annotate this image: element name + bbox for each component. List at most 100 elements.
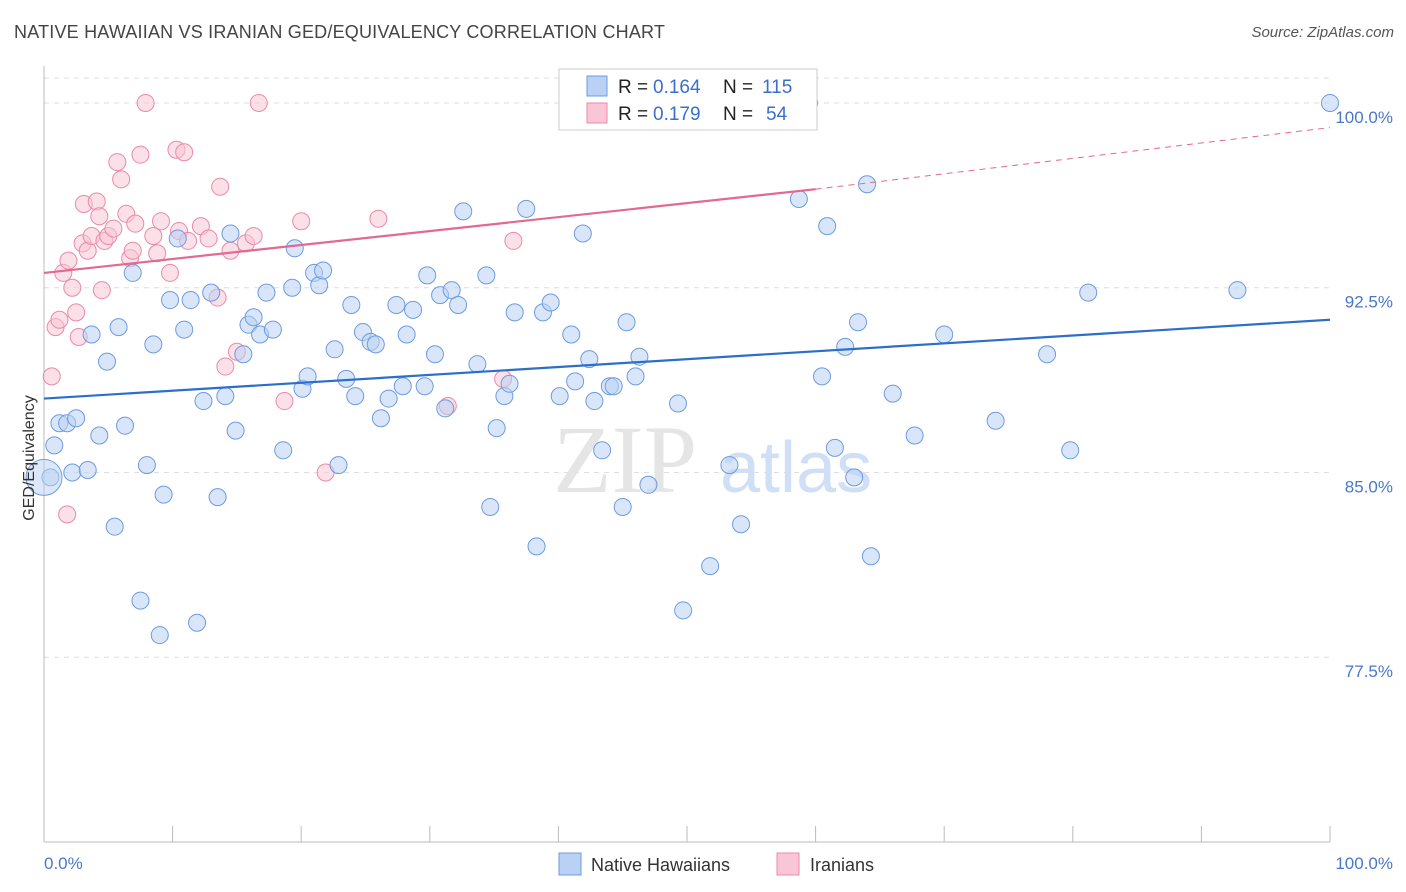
native-hawaiian-point <box>325 340 344 359</box>
native-hawaiian-point <box>202 283 221 302</box>
native-hawaiian-point <box>371 409 390 428</box>
legend-box: R = 0.164 N = 115 R = 0.179 N = 54 <box>558 68 818 131</box>
native-hawaiian-point <box>818 217 837 236</box>
iranian-point <box>199 229 218 248</box>
native-hawaiian-point <box>404 300 423 319</box>
native-hawaiian-point <box>144 335 163 354</box>
native-hawaiian-point <box>208 488 227 507</box>
iranian-point <box>144 226 163 245</box>
native-hawaiian-point <box>67 409 86 428</box>
native-hawaiian-point <box>858 175 877 194</box>
iranian-point <box>369 209 388 228</box>
iranian-point <box>504 231 523 250</box>
native-hawaiian-point <box>314 261 333 280</box>
native-hawaiian-point <box>131 591 150 610</box>
native-hawaiian-point <box>263 320 282 339</box>
native-hawaiian-point <box>366 335 385 354</box>
native-hawaiian-point <box>639 475 658 494</box>
x-tick-label-min: 0.0% <box>44 854 83 873</box>
bottom-legend-swatch-pink <box>776 852 800 876</box>
native-hawaiian-point <box>541 293 560 312</box>
native-hawaiian-point <box>825 438 844 457</box>
native-hawaiian-point <box>418 266 437 285</box>
native-hawaiian-point <box>137 456 156 475</box>
watermark-zip: ZIP <box>553 406 697 513</box>
source-label: Source: ZipAtlas.com <box>1251 24 1394 41</box>
native-hawaiian-point <box>244 308 263 327</box>
native-hawaiian-point <box>415 377 434 396</box>
native-hawaiian-point <box>116 416 135 435</box>
legend-n-value-1: 115 <box>762 77 792 98</box>
bottom-legend-native-hawaiians: Native Hawaiians <box>591 855 730 875</box>
iranian-point <box>87 192 106 211</box>
native-hawaiian-point <box>154 485 173 504</box>
iranian-point <box>59 251 78 270</box>
iranian-point <box>63 278 82 297</box>
native-hawaiian-point <box>63 463 82 482</box>
native-hawaiian-point <box>342 295 361 314</box>
native-hawaiian-point <box>397 325 416 344</box>
legend-n-value-2: 54 <box>766 104 788 125</box>
native-hawaiian-point <box>861 547 880 566</box>
native-hawaiian-point <box>550 387 569 406</box>
y-tick-label: 100.0% <box>1335 108 1393 127</box>
native-hawaiian-point <box>221 224 240 243</box>
iranian-point <box>161 263 180 282</box>
y-tick-label: 92.5% <box>1345 293 1393 312</box>
native-hawaiian-point <box>720 456 739 475</box>
watermark-atlas: atlas <box>720 428 872 508</box>
native-hawaiian-point <box>668 394 687 413</box>
native-hawaiian-point <box>845 468 864 487</box>
native-hawaiian-point <box>274 441 293 460</box>
native-hawaiian-point <box>789 190 808 209</box>
axes: 77.5% 85.0% 92.5% 100.0% 0.0% 100.0% <box>43 66 1393 873</box>
native-hawaiian-point <box>283 278 302 297</box>
iranian-point <box>58 505 77 524</box>
native-hawaiian-point <box>90 426 109 445</box>
legend-n-label-1: N = <box>723 77 753 98</box>
legend-swatch-pink <box>586 102 608 124</box>
native-hawaiian-point <box>500 374 519 393</box>
native-hawaiian-point <box>585 392 604 411</box>
native-hawaiian-point <box>109 318 128 337</box>
iranian-point <box>221 241 240 260</box>
native-hawaiian-point <box>161 291 180 310</box>
native-hawaiian-point <box>674 601 693 620</box>
native-hawaiian-point <box>487 419 506 438</box>
iranian-point <box>42 367 61 386</box>
native-hawaiian-point <box>566 372 585 391</box>
native-hawaiian-point <box>454 202 473 221</box>
native-hawaiian-point <box>436 399 455 418</box>
bottom-legend-iranians: Iranians <box>810 855 874 875</box>
y-axis-label: GED/Equivalency <box>21 395 38 520</box>
native-hawaiian-point <box>310 276 329 295</box>
native-hawaiian-point <box>617 313 636 332</box>
watermark: ZIP atlas <box>553 406 872 513</box>
native-hawaiian-point <box>425 345 444 364</box>
iranian-point <box>78 241 97 260</box>
chart-title: NATIVE HAWAIIAN VS IRANIAN GED/EQUIVALEN… <box>14 22 666 42</box>
iranian-point <box>131 145 150 164</box>
native-hawaiian-point <box>226 421 245 440</box>
native-hawaiian-point <box>298 367 317 386</box>
native-hawaiian-point <box>883 384 902 403</box>
native-hawaiian-point <box>626 367 645 386</box>
native-hawaiian-point <box>150 626 169 645</box>
iranian-point <box>211 177 230 196</box>
bottom-legend: Native Hawaiians Iranians <box>558 852 874 876</box>
iranian-point <box>292 212 311 231</box>
native-hawaiian-point <box>836 337 855 356</box>
native-hawaiian-point <box>468 355 487 374</box>
iranian-point <box>50 310 69 329</box>
iranian-point <box>112 170 131 189</box>
native-hawaiian-point <box>285 239 304 258</box>
native-hawaiian-point <box>82 325 101 344</box>
iranian-point <box>275 392 294 411</box>
trend-lines <box>43 127 1331 400</box>
legend-r-label-1: R = <box>618 77 648 98</box>
iranian-point <box>92 281 111 300</box>
legend-swatch-blue <box>586 75 608 97</box>
native-hawaiian-point <box>1079 283 1098 302</box>
native-hawaiian-point <box>701 557 720 576</box>
